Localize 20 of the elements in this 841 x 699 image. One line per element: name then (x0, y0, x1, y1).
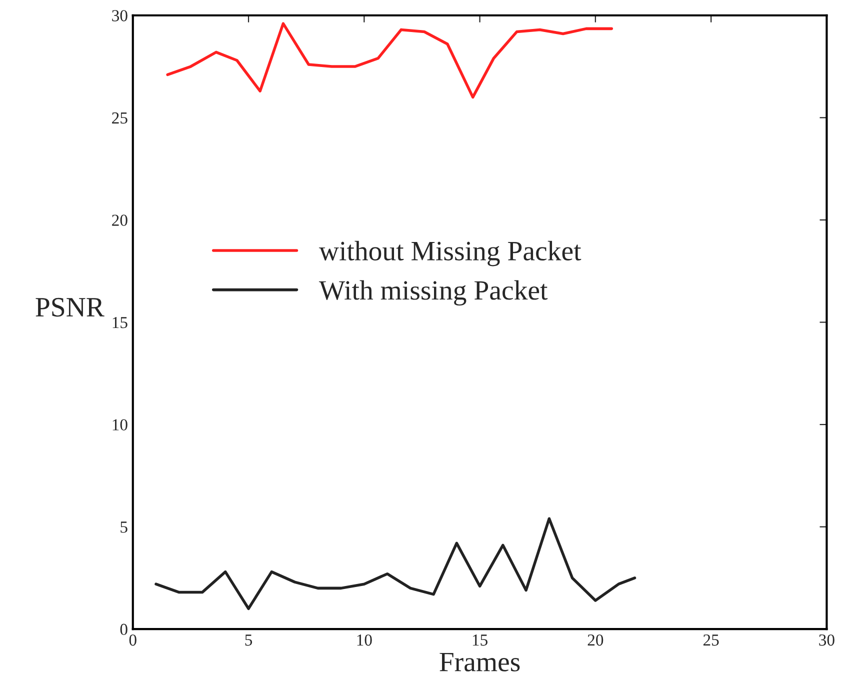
legend-label: With missing Packet (318, 280, 548, 306)
y-tick-label: 25 (112, 112, 128, 124)
y-tick-label: 15 (112, 317, 128, 328)
y-axis-title: PSNR (36, 298, 104, 317)
line-series (166, 22, 614, 99)
x-tick-label: 0 (129, 634, 136, 646)
x-tick-label: 10 (357, 634, 372, 646)
legend-label: without Missing Packet (318, 240, 582, 266)
y-tick-label: 20 (112, 214, 128, 226)
x-tick-label: 15 (472, 634, 488, 646)
x-tick-label: 25 (703, 634, 719, 646)
y-tick-label: 30 (112, 10, 128, 22)
x-tick-label: 20 (588, 634, 604, 646)
line-series (154, 517, 636, 610)
y-tick-label: 10 (112, 419, 128, 430)
x-tick-label: 5 (245, 634, 252, 646)
x-axis-title: Frames (440, 652, 520, 672)
y-tick-label: 0 (120, 624, 128, 636)
x-tick-label: 30 (819, 634, 834, 646)
y-tick-label: 5 (120, 522, 128, 533)
